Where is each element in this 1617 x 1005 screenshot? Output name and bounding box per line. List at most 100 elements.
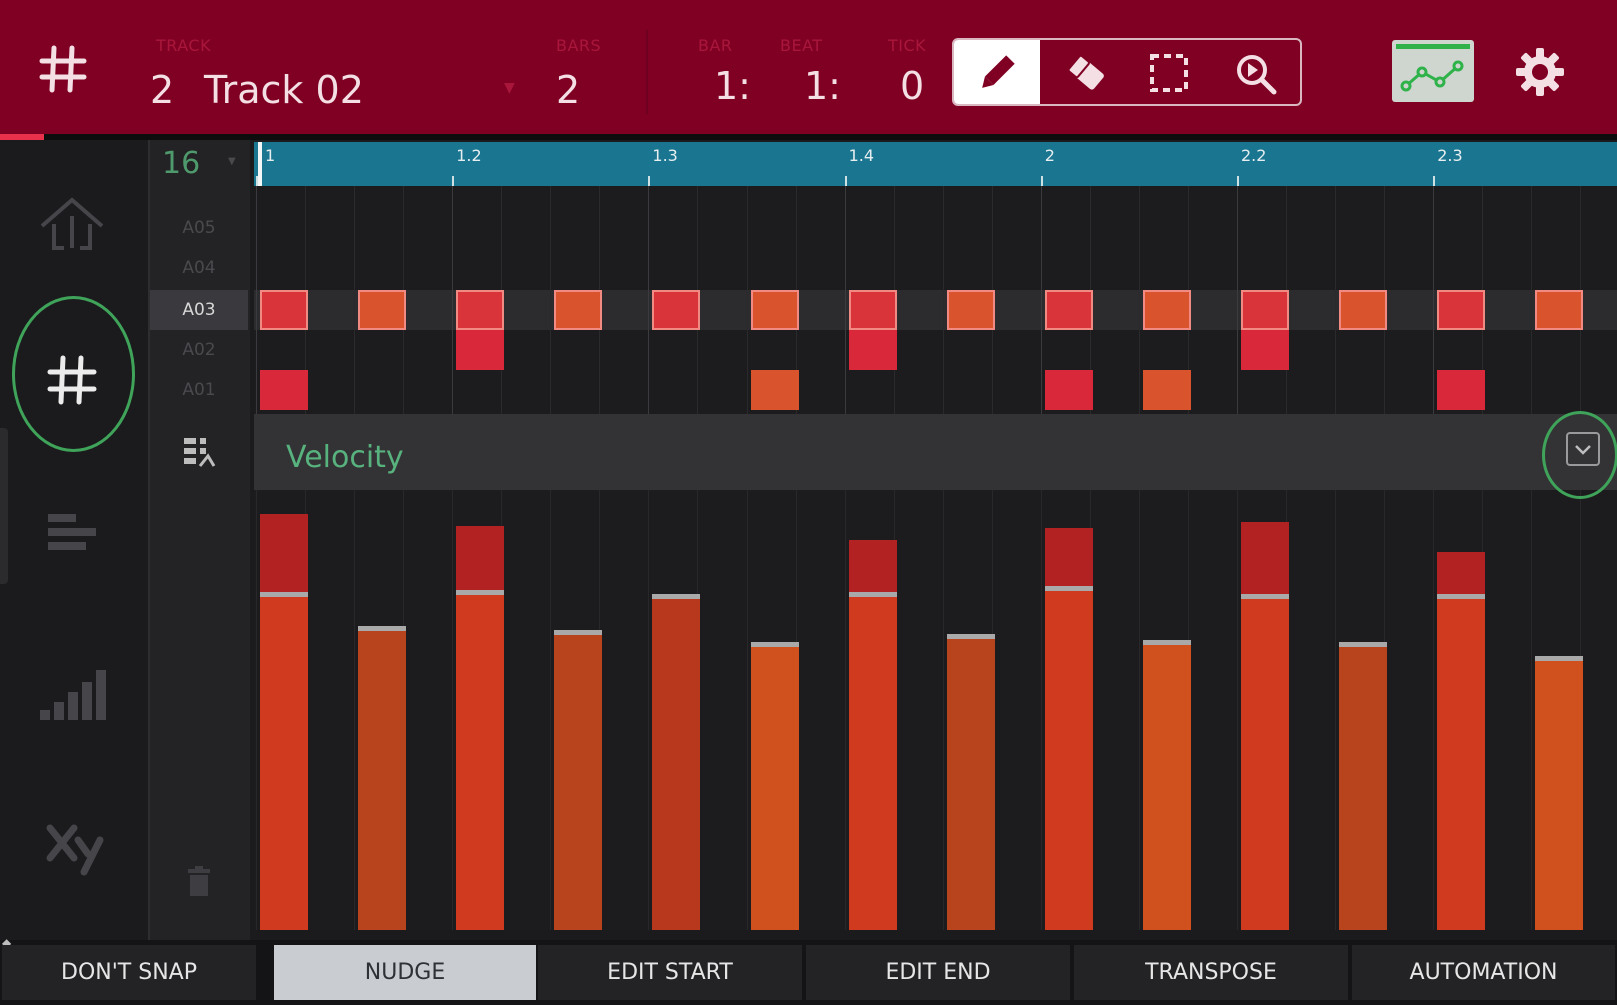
home-icon[interactable] [30, 196, 114, 256]
note-event[interactable] [1045, 290, 1093, 330]
velocity-bar[interactable] [358, 626, 406, 930]
note-event[interactable] [1241, 290, 1289, 330]
note-event[interactable] [554, 290, 602, 330]
settings-gear-icon[interactable] [1514, 46, 1566, 98]
track-number: 2 [150, 68, 175, 112]
velocity-bar-handle[interactable] [947, 634, 995, 639]
ruler-tick-label: 1 [265, 146, 276, 165]
note-event[interactable] [260, 290, 308, 330]
velocity-bar[interactable] [1535, 656, 1583, 930]
velocity-bar-handle[interactable] [554, 630, 602, 635]
velocity-grid-line [1433, 490, 1434, 930]
select-tool-button[interactable] [1126, 40, 1212, 104]
grid-line [550, 186, 551, 414]
velocity-grid-line [256, 490, 257, 930]
grid-resolution-value: 16 [162, 146, 201, 181]
list-mode-icon[interactable] [44, 510, 100, 558]
dont-snap-button[interactable]: DON'T SNAP [2, 945, 256, 1000]
velocity-lane-title[interactable]: Velocity [286, 440, 404, 475]
track-name: Track 02 [204, 68, 364, 112]
velocity-levels-icon[interactable] [38, 668, 108, 724]
velocity-bar-handle[interactable] [1437, 594, 1485, 599]
pad-row-label[interactable]: A05 [182, 218, 216, 238]
note-event[interactable] [1045, 370, 1093, 410]
ruler-tick-label: 1.3 [652, 146, 678, 165]
note-event[interactable] [849, 330, 897, 370]
velocity-bar-handle[interactable] [751, 642, 799, 647]
zoom-tool-button[interactable] [1212, 40, 1298, 104]
velocity-bar[interactable] [260, 592, 308, 930]
ruler-tick-mark [256, 176, 258, 186]
grid-resolution-selector[interactable]: 16 ▼ [150, 142, 248, 186]
note-event[interactable] [849, 290, 897, 330]
velocity-bar[interactable] [849, 592, 897, 930]
velocity-bar-handle[interactable] [652, 594, 700, 599]
note-event[interactable] [751, 370, 799, 410]
velocity-bar[interactable] [1045, 586, 1093, 930]
grid-view-icon[interactable] [38, 44, 88, 94]
highlight-ring [12, 296, 135, 452]
automation-button[interactable]: AUTOMATION [1352, 945, 1615, 1000]
xy-fx-icon[interactable] [44, 822, 104, 880]
velocity-bar-overlap [1437, 552, 1485, 594]
note-event[interactable] [1143, 290, 1191, 330]
playhead[interactable] [258, 142, 262, 186]
velocity-bar-handle[interactable] [1339, 642, 1387, 647]
velocity-bar-handle[interactable] [1143, 640, 1191, 645]
note-event[interactable] [1535, 290, 1583, 330]
note-event[interactable] [358, 290, 406, 330]
velocity-grid-line [452, 490, 453, 930]
track-selector[interactable]: 2 Track 02 ▼ [148, 62, 528, 116]
trash-icon[interactable] [186, 866, 212, 896]
velocity-bar-handle[interactable] [456, 590, 504, 595]
eraser-tool-button[interactable] [1040, 40, 1126, 104]
note-event[interactable] [751, 290, 799, 330]
note-event[interactable] [1437, 290, 1485, 330]
sidebar-handle[interactable] [0, 428, 8, 584]
pad-select-icon[interactable] [182, 436, 216, 470]
pencil-tool-button[interactable] [954, 40, 1040, 104]
note-event[interactable] [1437, 370, 1485, 410]
pad-row-label[interactable]: A02 [182, 340, 216, 360]
velocity-bar[interactable] [751, 642, 799, 930]
pad-row-label[interactable]: A03 [150, 290, 248, 330]
velocity-bar[interactable] [1241, 594, 1289, 930]
velocity-bar[interactable] [652, 594, 700, 930]
velocity-bar[interactable] [947, 634, 995, 930]
note-event[interactable] [1143, 370, 1191, 410]
velocity-bar[interactable] [1339, 642, 1387, 930]
pad-row-label[interactable]: A04 [182, 258, 216, 278]
velocity-grid-line [550, 490, 551, 930]
note-event[interactable] [456, 290, 504, 330]
bars-value[interactable]: 2 [556, 68, 581, 112]
note-event[interactable] [1339, 290, 1387, 330]
velocity-bar[interactable] [1437, 594, 1485, 930]
automation-toggle-button[interactable] [1392, 40, 1474, 102]
velocity-bar-handle[interactable] [849, 592, 897, 597]
transpose-button[interactable]: TRANSPOSE [1074, 945, 1348, 1000]
ruler-tick-mark [1237, 176, 1239, 186]
note-event[interactable] [947, 290, 995, 330]
velocity-bar[interactable] [456, 590, 504, 930]
velocity-bar[interactable] [554, 630, 602, 930]
note-event[interactable] [456, 330, 504, 370]
velocity-bar-handle[interactable] [1045, 586, 1093, 591]
note-event[interactable] [260, 370, 308, 410]
edit-end-button[interactable]: EDIT END [806, 945, 1070, 1000]
velocity-bar[interactable] [1143, 640, 1191, 930]
beat-value[interactable]: 1: [804, 64, 841, 108]
pad-row-label[interactable]: A01 [182, 380, 216, 400]
tick-value[interactable]: 0 [900, 64, 925, 108]
velocity-bar-handle[interactable] [1535, 656, 1583, 661]
grid-line [648, 186, 649, 414]
edit-start-button[interactable]: EDIT START [538, 945, 802, 1000]
note-event[interactable] [652, 290, 700, 330]
bar-value[interactable]: 1: [714, 64, 751, 108]
velocity-bar-handle[interactable] [260, 592, 308, 597]
note-event[interactable] [1241, 330, 1289, 370]
velocity-bar-handle[interactable] [1241, 594, 1289, 599]
timeline-ruler[interactable] [254, 142, 1617, 186]
nudge-button[interactable]: NUDGE [274, 945, 536, 1000]
velocity-bar-handle[interactable] [358, 626, 406, 631]
tick-label: TICK [888, 36, 927, 55]
